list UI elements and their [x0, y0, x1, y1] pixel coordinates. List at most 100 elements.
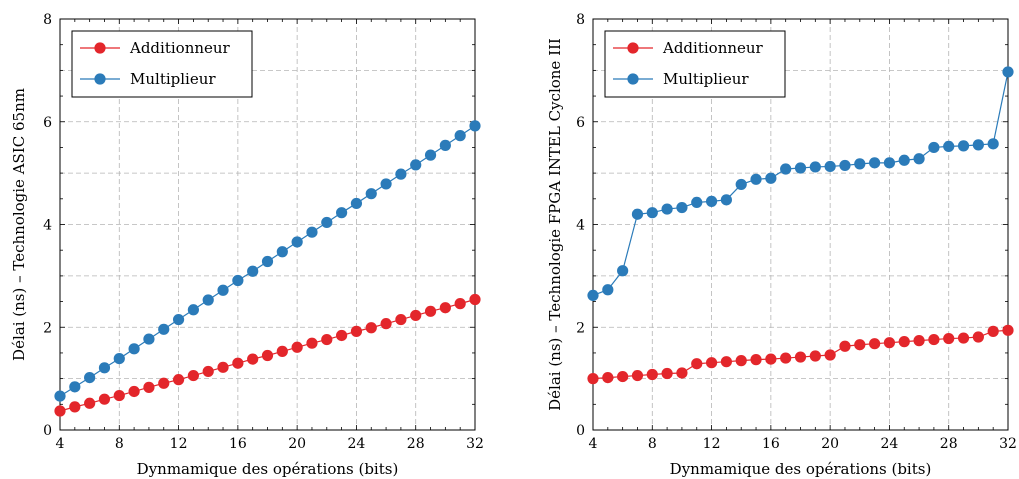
- y-tick-label: 0: [43, 423, 52, 439]
- y-axis-label: Délai (ns) – Technologie FPGA INTEL Cycl…: [546, 38, 564, 411]
- data-point: [158, 324, 169, 335]
- data-point: [440, 302, 451, 313]
- y-tick-label: 6: [576, 115, 585, 131]
- data-point: [825, 349, 836, 360]
- data-point: [854, 339, 865, 350]
- data-point: [750, 354, 761, 365]
- data-point: [721, 356, 732, 367]
- data-point: [69, 381, 80, 392]
- y-tick-label: 8: [576, 12, 585, 28]
- data-point: [810, 350, 821, 361]
- data-point: [988, 138, 999, 149]
- data-point: [810, 161, 821, 172]
- legend-label: Additionneur: [129, 39, 231, 57]
- data-point: [84, 398, 95, 409]
- data-point: [617, 371, 628, 382]
- data-point: [306, 338, 317, 349]
- chart-panel-2: 4 8 12 16 20 24 28 3202468Dynmamique des opérat…: [546, 12, 1017, 478]
- data-point: [99, 394, 110, 405]
- data-point: [455, 298, 466, 309]
- legend-label: Multiplieur: [130, 70, 216, 88]
- data-point: [943, 333, 954, 344]
- legend-label: Additionneur: [662, 39, 764, 57]
- data-point: [306, 227, 317, 238]
- data-point: [410, 159, 421, 170]
- legend-marker: [627, 73, 638, 84]
- data-point: [366, 322, 377, 333]
- data-point: [632, 209, 643, 220]
- data-point: [958, 332, 969, 343]
- x-tick-label: 32: [466, 436, 484, 452]
- data-point: [114, 353, 125, 364]
- data-point: [395, 169, 406, 180]
- x-tick-label: 4: [56, 436, 65, 452]
- data-point: [321, 334, 332, 345]
- legend: Additionneur Multiplieur: [605, 31, 785, 97]
- data-point: [99, 362, 110, 373]
- data-point: [336, 330, 347, 341]
- x-tick-label: 4: [589, 436, 598, 452]
- series-additionneur: [587, 325, 1013, 384]
- data-point: [750, 174, 761, 185]
- data-point: [839, 160, 850, 171]
- data-point: [336, 207, 347, 218]
- data-point: [721, 194, 732, 205]
- data-point: [395, 314, 406, 325]
- data-point: [899, 336, 910, 347]
- data-point: [380, 178, 391, 189]
- data-point: [277, 346, 288, 357]
- data-point: [129, 386, 140, 397]
- x-tick-label: 8: [115, 436, 124, 452]
- data-point: [839, 341, 850, 352]
- data-point: [587, 290, 598, 301]
- data-point: [262, 256, 273, 267]
- data-point: [899, 155, 910, 166]
- x-tick-label: 28: [407, 436, 425, 452]
- data-point: [676, 202, 687, 213]
- legend-marker: [94, 73, 105, 84]
- data-point: [54, 390, 65, 401]
- data-point: [143, 333, 154, 344]
- data-point: [54, 405, 65, 416]
- data-point: [129, 343, 140, 354]
- data-point: [203, 294, 214, 305]
- y-tick-label: 6: [43, 115, 52, 131]
- data-point: [351, 198, 362, 209]
- data-point: [262, 350, 273, 361]
- data-point: [410, 310, 421, 321]
- data-point: [1002, 66, 1013, 77]
- data-point: [247, 266, 258, 277]
- data-point: [958, 140, 969, 151]
- data-point: [158, 378, 169, 389]
- data-point: [884, 157, 895, 168]
- series-line: [593, 72, 1008, 295]
- data-point: [425, 150, 436, 161]
- data-point: [676, 367, 687, 378]
- data-point: [69, 401, 80, 412]
- data-point: [173, 374, 184, 385]
- data-point: [943, 141, 954, 152]
- y-tick-label: 2: [43, 320, 52, 336]
- data-point: [217, 285, 228, 296]
- data-point: [425, 306, 436, 317]
- data-point: [277, 246, 288, 257]
- series-multiplieur: [587, 66, 1013, 301]
- data-point: [203, 366, 214, 377]
- data-point: [736, 179, 747, 190]
- data-point: [928, 334, 939, 345]
- data-point: [366, 188, 377, 199]
- y-tick-label: 4: [576, 218, 585, 234]
- data-point: [913, 153, 924, 164]
- data-point: [884, 337, 895, 348]
- x-tick-label: 28: [940, 436, 958, 452]
- data-point: [217, 362, 228, 373]
- data-point: [114, 390, 125, 401]
- data-point: [706, 357, 717, 368]
- y-tick-label: 4: [43, 218, 52, 234]
- x-tick-label: 8: [648, 436, 657, 452]
- y-axis-label: Délai (ns) – Technologie ASIC 65nm: [10, 88, 28, 361]
- data-point: [795, 162, 806, 173]
- data-point: [795, 351, 806, 362]
